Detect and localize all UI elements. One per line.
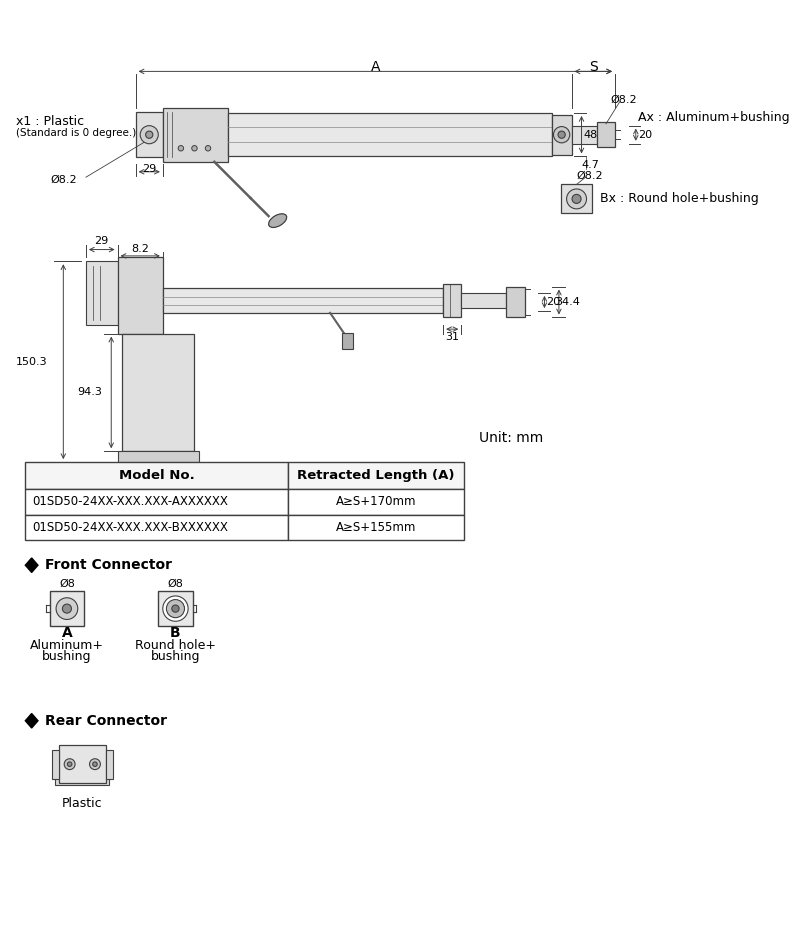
Text: 8.2: 8.2 <box>131 244 149 254</box>
Text: Ø8: Ø8 <box>59 579 75 589</box>
Text: 01SD50-24XX-XXX.XXX-AXXXXXX: 01SD50-24XX-XXX.XXX-AXXXXXX <box>33 495 229 508</box>
Text: 48: 48 <box>583 130 598 140</box>
Circle shape <box>90 758 100 770</box>
Text: bushing: bushing <box>42 650 92 663</box>
Polygon shape <box>26 714 38 728</box>
Bar <box>288 462 464 489</box>
Bar <box>136 112 162 157</box>
Bar <box>118 451 199 462</box>
Bar <box>342 332 353 349</box>
Bar <box>288 515 464 540</box>
Bar <box>58 745 106 783</box>
Text: 150.3: 150.3 <box>16 357 48 367</box>
Bar <box>158 592 193 626</box>
Bar <box>462 293 506 308</box>
Bar <box>162 107 228 162</box>
Text: Ax : Aluminum+bushing: Ax : Aluminum+bushing <box>638 111 790 124</box>
Circle shape <box>140 126 158 144</box>
Text: Round hole+: Round hole+ <box>135 639 216 652</box>
Text: Front Connector: Front Connector <box>46 558 172 572</box>
Text: 20: 20 <box>546 297 561 307</box>
Bar <box>122 333 194 451</box>
Text: 20: 20 <box>638 130 652 140</box>
Circle shape <box>206 145 210 151</box>
Bar <box>55 776 110 785</box>
Ellipse shape <box>269 214 286 228</box>
Text: S: S <box>589 60 598 74</box>
Circle shape <box>192 145 197 151</box>
Bar <box>443 284 462 318</box>
Bar <box>506 287 525 318</box>
Text: 01SD50-24XX-XXX.XXX-BXXXXXX: 01SD50-24XX-XXX.XXX-BXXXXXX <box>33 520 229 533</box>
Text: (Standard is 0 degree.): (Standard is 0 degree.) <box>16 128 137 138</box>
Circle shape <box>572 194 581 204</box>
Circle shape <box>64 758 75 770</box>
Text: A≥S+155mm: A≥S+155mm <box>335 520 416 533</box>
Circle shape <box>172 605 179 612</box>
Bar <box>552 115 571 155</box>
Circle shape <box>162 596 188 621</box>
Circle shape <box>554 127 570 143</box>
Text: 94.3: 94.3 <box>78 387 102 397</box>
Text: 4.7: 4.7 <box>582 160 599 170</box>
Text: Unit: mm: Unit: mm <box>479 431 543 444</box>
Bar <box>50 592 84 626</box>
Text: bushing: bushing <box>150 650 200 663</box>
Text: Aluminum+: Aluminum+ <box>30 639 104 652</box>
Text: Bx : Round hole+bushing: Bx : Round hole+bushing <box>600 193 758 206</box>
Bar <box>26 489 288 515</box>
Circle shape <box>62 604 71 613</box>
Bar <box>86 261 118 325</box>
Circle shape <box>558 131 566 138</box>
Text: Model No.: Model No. <box>118 469 194 482</box>
Text: A≥S+170mm: A≥S+170mm <box>335 495 416 508</box>
Text: 34.4: 34.4 <box>555 297 581 307</box>
Circle shape <box>166 599 185 618</box>
Circle shape <box>178 145 183 151</box>
Text: A: A <box>370 60 380 74</box>
Circle shape <box>146 131 153 138</box>
Text: Ø8.2: Ø8.2 <box>577 170 603 181</box>
Circle shape <box>67 762 72 767</box>
Bar <box>106 750 113 779</box>
Text: 29: 29 <box>94 236 109 246</box>
Circle shape <box>93 762 98 767</box>
Text: 31: 31 <box>446 332 459 343</box>
Text: Rear Connector: Rear Connector <box>46 714 167 728</box>
Text: 29: 29 <box>142 164 156 174</box>
Bar <box>26 462 288 489</box>
Polygon shape <box>26 558 38 572</box>
Circle shape <box>56 598 78 619</box>
Text: Plastic: Plastic <box>62 796 102 809</box>
Text: A: A <box>62 626 72 640</box>
Bar <box>118 257 162 333</box>
Bar <box>51 750 58 779</box>
Bar <box>288 489 464 515</box>
Circle shape <box>566 189 586 209</box>
Text: Ø8.2: Ø8.2 <box>610 94 638 105</box>
Bar <box>228 113 552 156</box>
Text: x1 : Plastic: x1 : Plastic <box>16 115 85 128</box>
Bar <box>571 126 597 144</box>
Text: Ø8.2: Ø8.2 <box>50 175 77 185</box>
Bar <box>162 289 443 313</box>
Bar <box>561 184 592 213</box>
Text: Retracted Length (A): Retracted Length (A) <box>297 469 454 482</box>
Bar <box>597 122 615 147</box>
Text: B: B <box>170 626 181 640</box>
Text: Ø8: Ø8 <box>167 579 183 589</box>
Bar <box>26 515 288 540</box>
